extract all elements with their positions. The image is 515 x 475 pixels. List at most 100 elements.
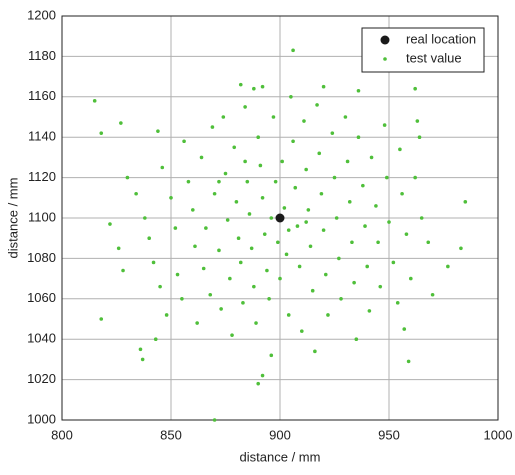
test-point (356, 135, 361, 139)
test-point (284, 252, 289, 257)
test-point (158, 284, 162, 289)
test-point (204, 226, 208, 230)
test-point (330, 131, 335, 135)
test-point (304, 220, 308, 224)
test-point (417, 135, 422, 139)
test-point (265, 268, 269, 273)
test-point (315, 103, 319, 107)
test-point (180, 297, 184, 301)
test-point (302, 119, 306, 123)
test-point (282, 206, 287, 210)
test-point (140, 357, 145, 362)
test-point (350, 240, 354, 245)
test-point (446, 264, 450, 269)
y-axis-label: distance / mm (5, 178, 20, 259)
y-tick-label: 1060 (27, 290, 56, 305)
legend-label: real location (406, 31, 476, 46)
x-tick-label: 900 (269, 427, 291, 442)
test-point (99, 131, 104, 135)
test-point (238, 82, 243, 87)
test-point (238, 260, 243, 265)
test-point (463, 200, 468, 204)
y-tick-label: 1160 (28, 88, 56, 103)
y-tick-label: 1020 (27, 371, 56, 386)
test-point (280, 159, 284, 164)
test-point (260, 196, 265, 200)
x-axis-label: distance / mm (240, 449, 321, 464)
test-point (391, 260, 396, 265)
test-point (289, 95, 293, 99)
test-point (306, 208, 311, 212)
test-point (225, 218, 230, 222)
test-point (210, 125, 215, 129)
test-point (319, 191, 324, 196)
test-point (363, 224, 367, 228)
test-point (271, 115, 276, 119)
test-point (291, 48, 295, 53)
test-point (260, 373, 265, 378)
test-point (245, 179, 250, 184)
test-point (402, 327, 407, 331)
test-point (337, 256, 341, 261)
test-point (212, 191, 217, 196)
test-point (343, 115, 348, 119)
test-point (369, 155, 374, 160)
y-tick-label: 1200 (27, 7, 56, 22)
test-point (254, 321, 258, 325)
test-point (223, 171, 228, 176)
test-point (313, 349, 317, 354)
test-point (160, 165, 165, 170)
y-tick-label: 1040 (27, 331, 56, 346)
test-point (326, 313, 330, 317)
test-point (116, 246, 121, 251)
test-point (108, 222, 112, 226)
legend-marker (383, 57, 387, 61)
test-point (99, 317, 104, 321)
test-point (234, 200, 239, 204)
test-point (243, 105, 247, 109)
test-point (186, 179, 191, 184)
legend-marker (380, 35, 390, 45)
test-point (293, 185, 298, 190)
test-point (356, 88, 361, 93)
test-point (191, 208, 195, 212)
test-point (385, 175, 389, 180)
test-point (404, 232, 409, 236)
test-point (267, 297, 271, 301)
test-point (269, 216, 274, 220)
test-point (262, 232, 267, 236)
test-point (317, 151, 322, 156)
test-point (151, 260, 156, 265)
test-point (361, 183, 365, 188)
plot-frame (61, 15, 499, 421)
test-point (208, 292, 213, 297)
test-point (249, 246, 254, 251)
test-point (195, 321, 199, 325)
test-point (173, 226, 178, 230)
y-tick-label: 1180 (28, 48, 56, 63)
test-point (295, 224, 300, 228)
test-point (269, 353, 274, 358)
test-point (308, 244, 313, 249)
test-point (232, 145, 237, 150)
test-point (125, 175, 130, 180)
test-point (260, 84, 265, 89)
test-point (347, 200, 352, 204)
y-tick-label: 1000 (27, 411, 56, 426)
test-point (332, 175, 337, 180)
x-tick-label: 1000 (484, 427, 513, 442)
test-point (278, 276, 282, 281)
test-point (147, 236, 151, 240)
y-tick-label: 1140 (28, 129, 56, 144)
y-tick-label: 1100 (28, 209, 56, 224)
test-point (367, 309, 372, 313)
test-point (175, 272, 180, 277)
x-tick-label: 950 (378, 427, 400, 442)
test-point (276, 240, 280, 245)
test-point (304, 167, 308, 172)
test-point (406, 359, 411, 364)
test-point (382, 123, 387, 127)
test-point (286, 313, 291, 317)
test-point (221, 115, 226, 119)
